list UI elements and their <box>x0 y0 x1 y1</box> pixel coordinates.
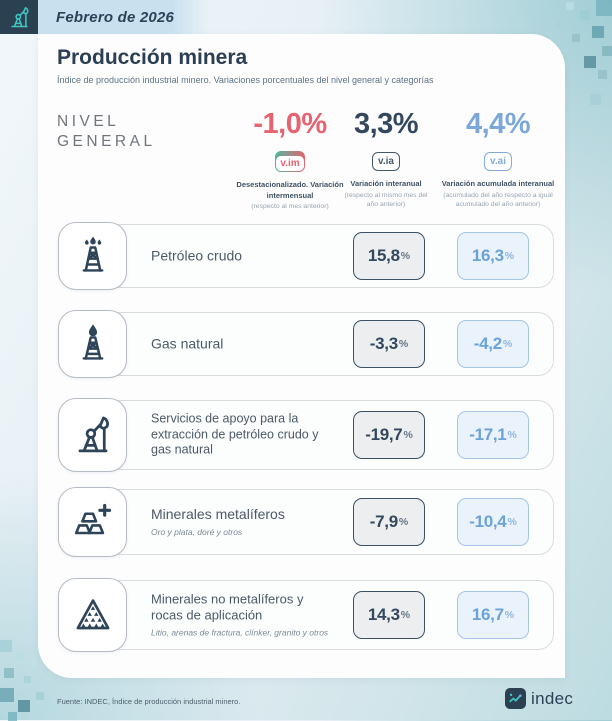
aggregate-pile-icon <box>58 578 127 652</box>
stat-vim-label: Desestacionalizado. Variación intermensu… <box>236 180 344 200</box>
page-title: Producción minera <box>57 46 248 69</box>
via-value-box: -7,9% <box>353 498 425 546</box>
vim-badge: v.im <box>274 151 306 172</box>
category-row-minerales-metaliferos: Minerales metalíferos Oro y plata, doré … <box>58 487 554 557</box>
stat-via: 3,3% v.ia Variación interanual (respecto… <box>326 108 446 209</box>
nivel-general-label: NIVEL GENERAL <box>57 113 156 151</box>
pumpjack-icon <box>10 6 29 27</box>
stat-via-value: 3,3% <box>353 108 419 140</box>
via-value-box: 15,8% <box>353 232 425 280</box>
vai-badge: v.ai <box>484 152 512 171</box>
via-value-box: 14,3% <box>353 591 425 639</box>
stat-via-sublabel: (respecto al mismo mes del año anterior) <box>344 191 428 208</box>
stat-vim: -1,0% v.im Desestacionalizado. Variación… <box>229 108 351 211</box>
stat-vai-sublabel: (acumulado del año respecto a igual acum… <box>443 191 553 208</box>
stat-via-label: Variación interanual <box>350 179 422 188</box>
indec-logo-mark-icon <box>505 688 526 709</box>
gold-ingots-icon <box>58 487 127 557</box>
category-name: Minerales metalíferos <box>151 506 285 523</box>
category-name: Minerales no metalíferos y rocas de apli… <box>151 591 304 623</box>
via-value-box: -3,3% <box>353 320 425 368</box>
category-row-servicios-apoyo: Servicios de apoyo para la extracción de… <box>58 398 554 472</box>
stat-vim-sublabel: (respecto al mes anterior) <box>251 203 329 210</box>
via-value-box: -19,7% <box>353 411 425 459</box>
source-note: Fuente: INDEC, Índice de producción indu… <box>57 697 241 706</box>
stat-vai-label: Variación acumulada interanual <box>441 179 555 188</box>
header-logo-tile <box>0 0 38 34</box>
stat-vai-value: 4,4% <box>465 108 531 140</box>
category-row-minerales-no-metaliferos: Minerales no metalíferos y rocas de apli… <box>58 578 554 652</box>
pumpjack-icon <box>58 398 127 472</box>
gas-flare-icon <box>58 310 127 378</box>
category-detail: Litio, arenas de fractura, clínker, gran… <box>151 627 329 638</box>
category-name: Petróleo crudo <box>151 247 243 264</box>
vai-value-box: -4,2% <box>457 320 529 368</box>
oil-derrick-icon <box>58 222 127 290</box>
period-banner: Febrero de 2026 <box>38 0 210 34</box>
indec-logo: indec <box>505 688 573 709</box>
vai-value-box: -17,1% <box>457 411 529 459</box>
stat-vim-value: -1,0% <box>253 108 327 140</box>
indec-logo-text: indec <box>531 688 574 708</box>
via-badge: v.ia <box>372 152 400 171</box>
category-name: Servicios de apoyo para la extracción de… <box>151 411 319 457</box>
category-detail: Oro y plata, doré y otros <box>151 526 243 537</box>
vai-value-box: 16,7% <box>457 591 529 639</box>
vai-value-box: -10,4% <box>457 498 529 546</box>
stat-vai: 4,4% v.ai Variación acumulada interanual… <box>428 108 568 209</box>
vai-value-box: 16,3% <box>457 232 529 280</box>
category-row-gas-natural: Gas natural -3,3% -4,2% <box>58 310 554 378</box>
period-label: Febrero de 2026 <box>56 8 175 26</box>
category-name: Gas natural <box>151 335 224 352</box>
category-row-petroleo-crudo: Petróleo crudo 15,8% 16,3% <box>58 222 554 290</box>
page-subtitle: Índice de producción industrial minero. … <box>57 75 434 85</box>
